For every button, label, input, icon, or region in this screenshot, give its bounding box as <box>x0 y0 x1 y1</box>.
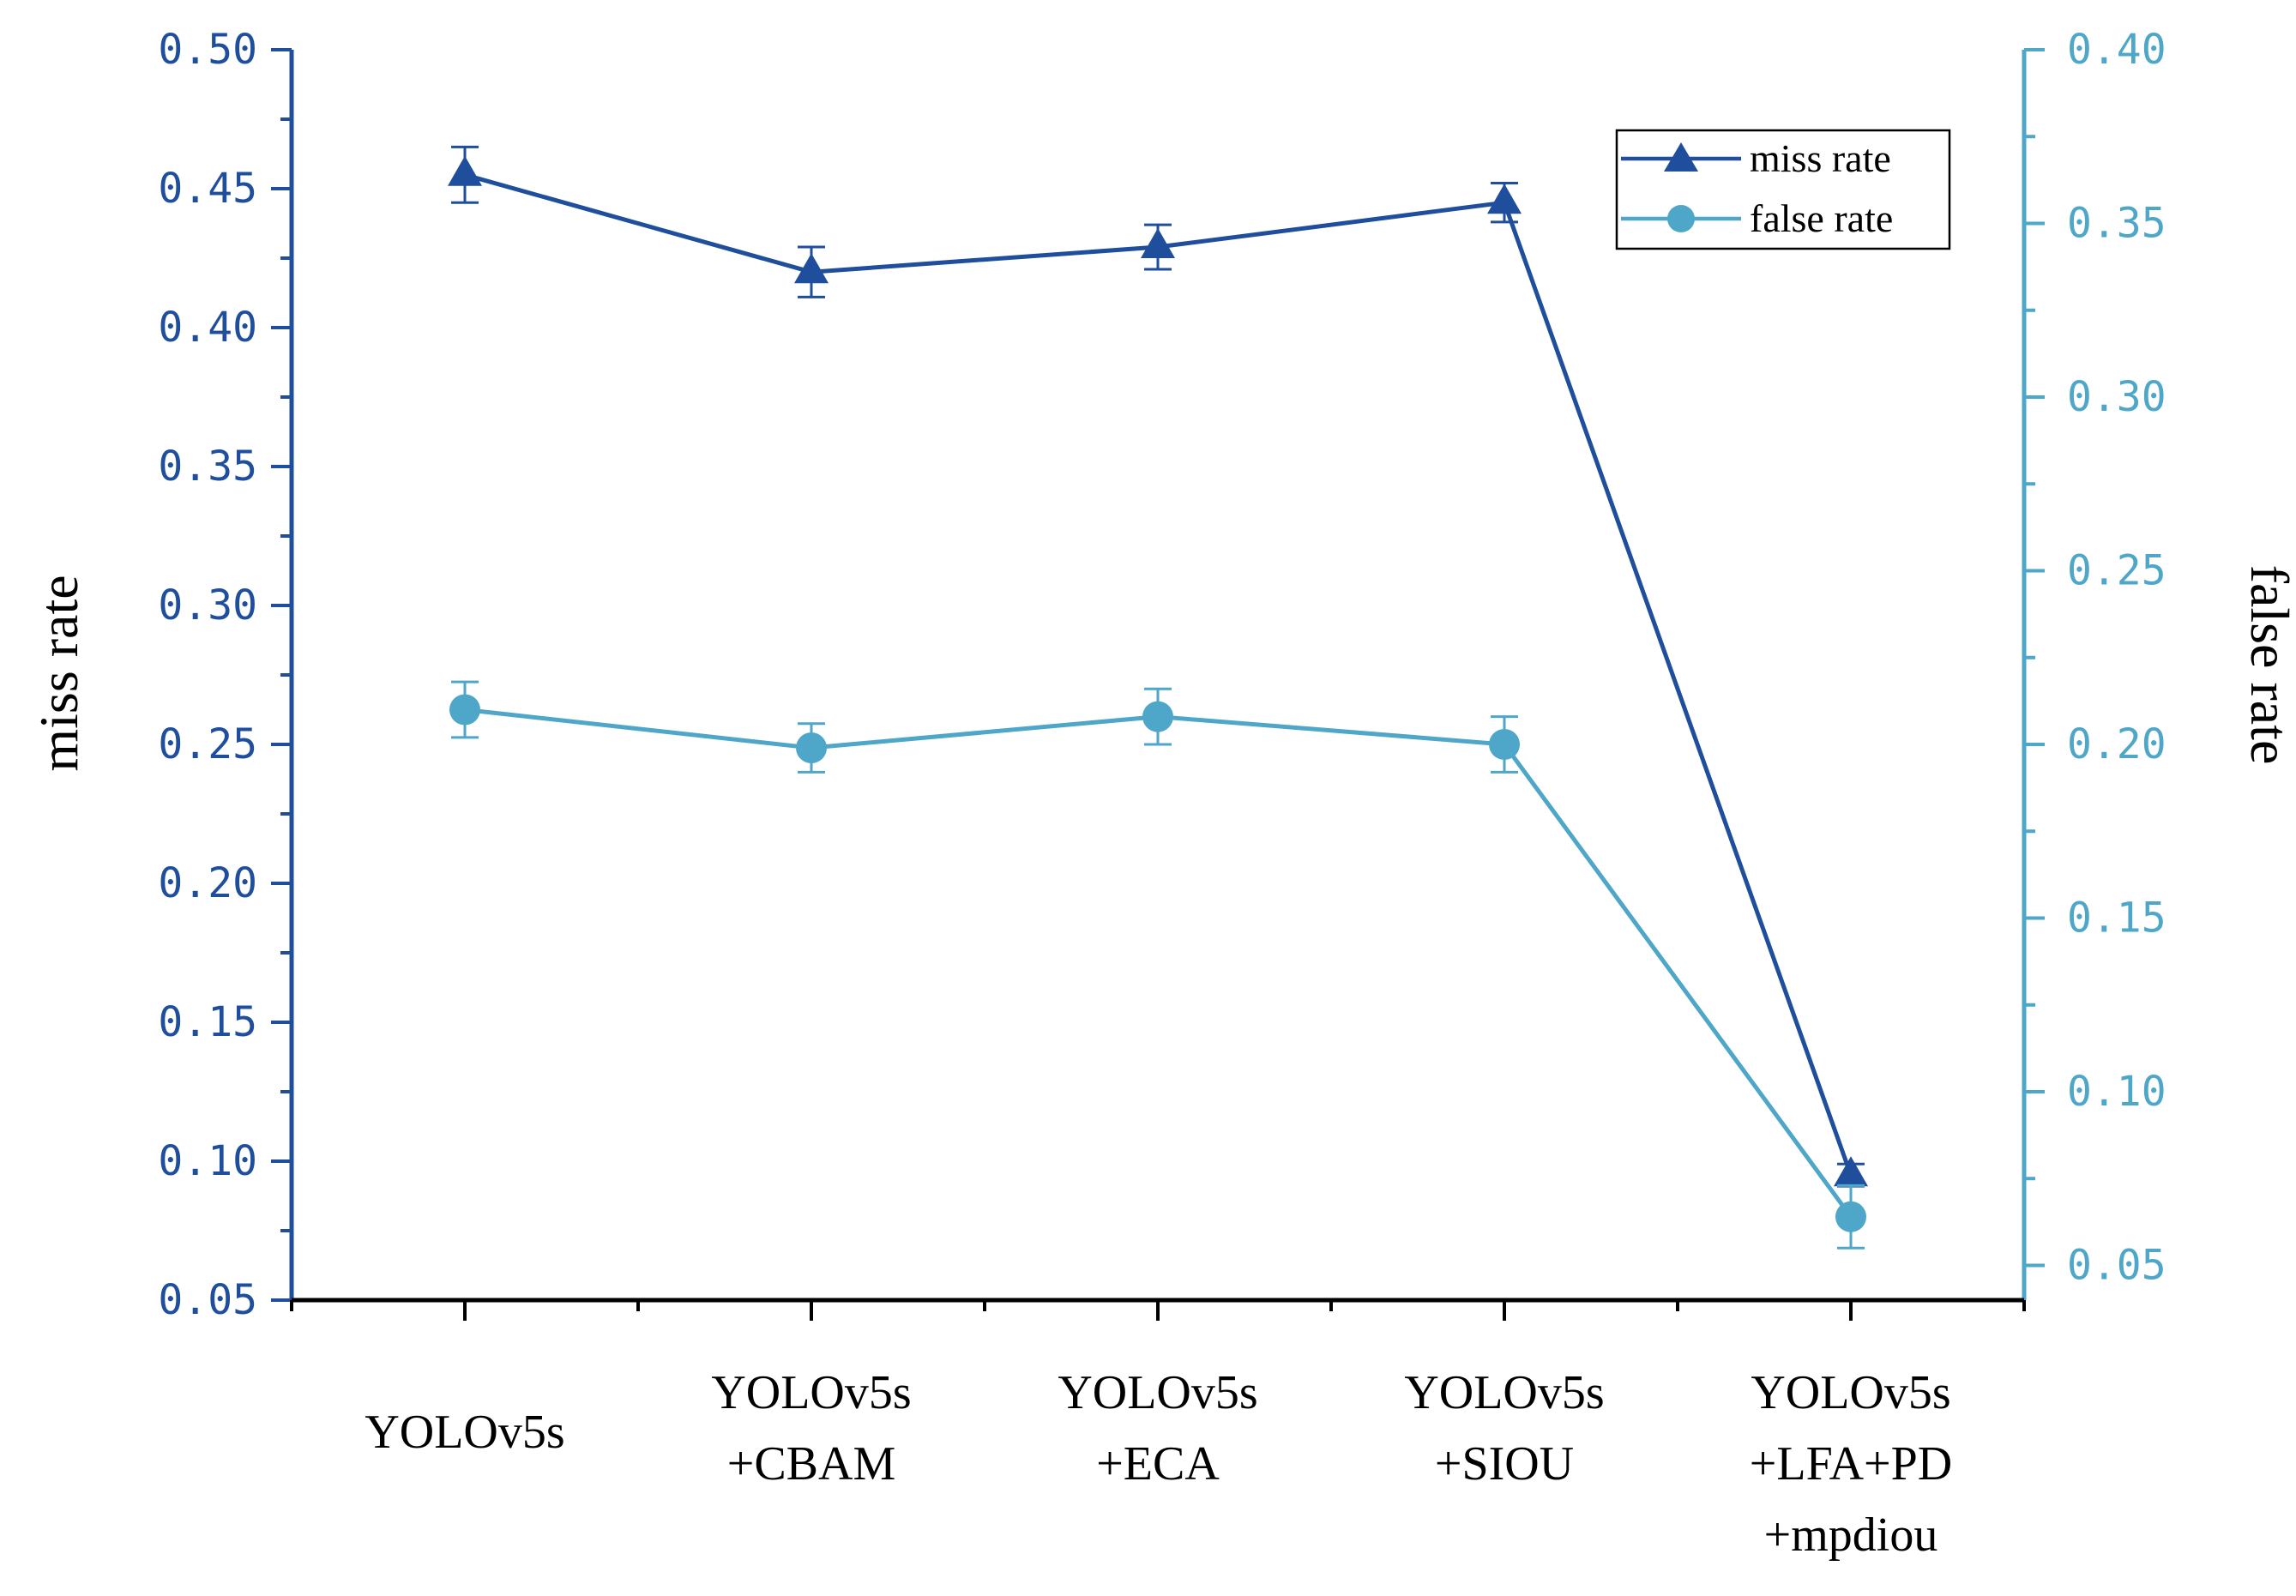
legend-miss-marker <box>1664 142 1698 172</box>
data-point <box>448 155 482 186</box>
category-label: YOLOv5s +SIOU <box>1404 1366 1604 1491</box>
left-tick-label: 0.30 <box>158 581 257 629</box>
left-tick-label: 0.15 <box>158 998 257 1046</box>
left-tick-label: 0.50 <box>158 26 257 74</box>
category-label-line: +LFA+PD <box>1750 1437 1952 1491</box>
legend-false-label: false rate <box>1750 196 1893 240</box>
right-tick-label: 0.25 <box>2067 547 2166 595</box>
right-tick-label: 0.35 <box>2067 200 2166 248</box>
category-label: YOLOv5s +LFA+PD +mpdiou <box>1750 1366 1952 1562</box>
category-label-line: YOLOv5s <box>1404 1366 1604 1419</box>
category-labels: YOLOv5s YOLOv5s +CBAM YOLOv5s +ECA YOLOv5s +SI… <box>365 1366 1952 1562</box>
legend-miss-label: miss rate <box>1750 136 1891 180</box>
left-tick-label: 0.35 <box>158 443 257 491</box>
series-layer <box>448 145 1868 1250</box>
data-point <box>449 694 480 726</box>
category-label-line: YOLOv5s <box>1751 1366 1950 1419</box>
legend: miss rate false rate <box>1615 129 1951 250</box>
category-label: YOLOv5s <box>365 1406 564 1459</box>
data-point <box>1141 228 1175 259</box>
data-point <box>1489 729 1520 760</box>
data-point <box>794 253 829 284</box>
category-label: YOLOv5s +CBAM <box>711 1366 911 1491</box>
left-tick-label: 0.20 <box>158 859 257 907</box>
category-label-line: YOLOv5s <box>1058 1366 1257 1419</box>
category-label-line: +mpdiou <box>1764 1509 1938 1562</box>
right-tick-label: 0.20 <box>2067 720 2166 768</box>
series-miss-rate <box>448 145 1868 1188</box>
legend-false-marker <box>1667 205 1695 232</box>
data-point <box>1487 184 1522 214</box>
category-label-line: +ECA <box>1096 1437 1220 1491</box>
series-false-rate <box>449 680 1866 1250</box>
right-tick-label: 0.05 <box>2067 1242 2166 1290</box>
category-label-line: +SIOU <box>1435 1437 1574 1491</box>
category-label: YOLOv5s +ECA <box>1058 1366 1257 1491</box>
left-tick-label: 0.05 <box>158 1276 257 1324</box>
right-tick-label: 0.30 <box>2067 373 2166 421</box>
data-point <box>1834 1156 1868 1187</box>
left-tick-label: 0.10 <box>158 1137 257 1185</box>
left-axis-title: miss rate <box>28 575 89 771</box>
data-point <box>1835 1201 1866 1232</box>
right-tick-label: 0.10 <box>2067 1068 2166 1116</box>
left-tick-label: 0.25 <box>158 720 257 768</box>
left-tick-label: 0.45 <box>158 165 257 213</box>
axes: 0.50 0.45 0.40 0.35 0.30 0.25 0.20 0.15 0.10 0.05… <box>158 26 2166 1324</box>
right-tick-label: 0.15 <box>2067 894 2166 943</box>
data-point <box>1142 701 1173 732</box>
right-tick-label: 0.40 <box>2067 26 2166 74</box>
category-label-line: YOLOv5s <box>711 1366 911 1419</box>
data-point <box>796 732 827 764</box>
right-axis-title: false rate <box>2239 565 2296 765</box>
category-label-line: YOLOv5s <box>365 1406 564 1459</box>
category-label-line: +CBAM <box>727 1437 896 1491</box>
left-tick-label: 0.40 <box>158 304 257 352</box>
